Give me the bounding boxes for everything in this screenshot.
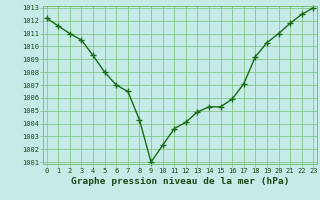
- X-axis label: Graphe pression niveau de la mer (hPa): Graphe pression niveau de la mer (hPa): [71, 177, 289, 186]
